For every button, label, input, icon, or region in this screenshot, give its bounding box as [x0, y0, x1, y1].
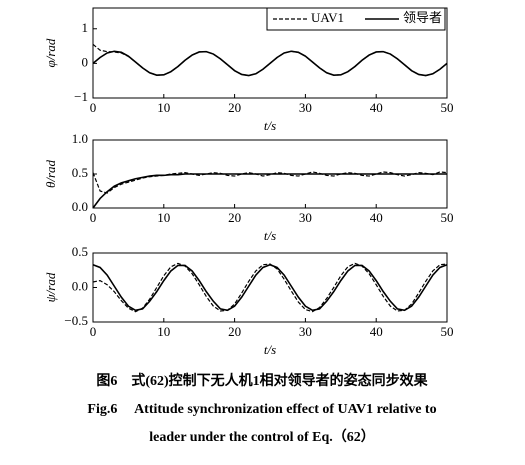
series-line	[92, 171, 448, 194]
y-tick-label: 0.5	[72, 244, 88, 259]
x-tick-label: 0	[90, 324, 97, 339]
x-tick-label: 30	[299, 100, 312, 115]
y-tick-label: 0.0	[72, 199, 88, 214]
caption-cn: 图6 式(62)控制下无人机1相对领导者的姿态同步效果	[96, 372, 428, 389]
y-tick-label: 0.0	[72, 278, 88, 293]
x-tick-label: 30	[299, 210, 312, 225]
plot-frame	[92, 252, 448, 323]
x-tick-label: 50	[441, 100, 454, 115]
x-tick-label: 10	[157, 324, 170, 339]
x-tick-label: 10	[157, 210, 170, 225]
y-tick-label: −1	[74, 89, 88, 104]
y-axis-label: ψ/rad	[43, 272, 58, 302]
series-line	[92, 173, 447, 209]
x-tick-label: 0	[90, 100, 97, 115]
y-tick-label: 0.5	[72, 165, 88, 180]
x-tick-label: 40	[370, 210, 383, 225]
x-tick-label: 20	[228, 324, 241, 339]
x-tick-label: 0	[90, 210, 97, 225]
y-tick-label: −0.5	[64, 313, 88, 328]
legend-box	[266, 7, 446, 31]
y-tick-label: 0	[82, 54, 89, 69]
y-axis-label: θ/rad	[43, 159, 58, 188]
x-axis-label: t/s	[264, 118, 276, 133]
x-tick-label: 50	[441, 210, 454, 225]
series-line	[92, 263, 448, 312]
x-tick-label: 40	[370, 324, 383, 339]
x-tick-label: 40	[370, 100, 383, 115]
caption-en: leader under the control of Eq.（62）	[149, 429, 375, 445]
series-line	[92, 50, 448, 77]
x-axis-label: t/s	[264, 228, 276, 243]
y-axis-label: φ/rad	[43, 38, 58, 67]
caption-en: Fig.6 Attitude synchronization effect of…	[87, 402, 436, 417]
y-tick-label: 1	[82, 20, 89, 35]
x-axis-label: t/s	[264, 342, 276, 357]
x-tick-label: 30	[299, 324, 312, 339]
x-tick-label: 10	[157, 100, 170, 115]
x-tick-label: 20	[228, 210, 241, 225]
legend-label: 领导者	[403, 10, 442, 25]
x-tick-label: 20	[228, 100, 241, 115]
x-tick-label: 50	[441, 324, 454, 339]
y-tick-label: 1.0	[72, 131, 88, 146]
legend-label: UAV1	[311, 10, 344, 25]
